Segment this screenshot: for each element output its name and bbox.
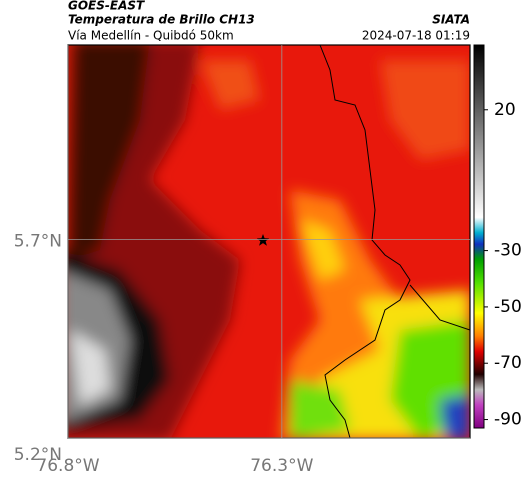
timestamp: 2024-07-18 01:19 xyxy=(362,29,470,43)
colorbar-tick-label: -50 xyxy=(494,297,522,317)
colorbar-tick-label: -30 xyxy=(494,241,522,261)
colorbar xyxy=(473,44,485,429)
satellite-image xyxy=(68,45,470,438)
y-tick-label: 5.7°N xyxy=(14,232,62,252)
colorbar-tick-label: -90 xyxy=(494,410,522,430)
subtitle: Vía Medellín - Quibdó 50km xyxy=(68,29,234,43)
x-tick-label: 76.8°W xyxy=(36,456,99,476)
y-tick-label: 5.2°N xyxy=(14,445,62,465)
colorbar-tick-label: -70 xyxy=(494,353,522,373)
colorbar-tick-label: 20 xyxy=(494,100,516,120)
title: Temperatura de Brillo CH13 xyxy=(68,13,255,27)
source: GOES-EAST xyxy=(68,0,145,13)
brand: SIATA xyxy=(432,13,470,27)
x-tick-label: 76.3°W xyxy=(250,456,313,476)
